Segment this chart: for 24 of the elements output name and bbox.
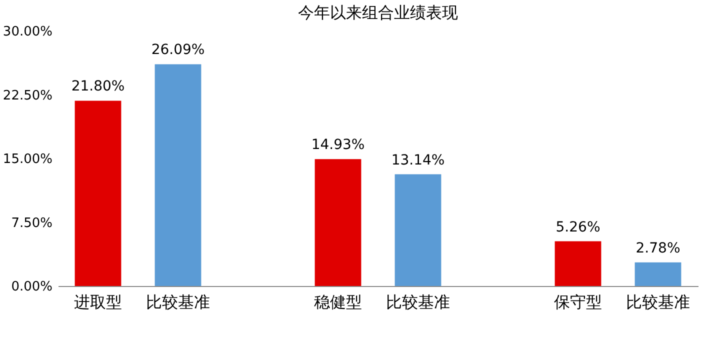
- y-tick-label: 0.00%: [11, 280, 52, 294]
- y-tick-label: 22.50%: [2, 88, 52, 104]
- data-label: 21.80%: [71, 78, 125, 95]
- bar: [554, 241, 602, 286]
- data-label: 26.09%: [151, 42, 205, 58]
- y-tick-label: 30.00%: [2, 24, 52, 40]
- bar: [314, 159, 362, 286]
- chart-title: 今年以来组合业绩表现: [298, 3, 458, 22]
- data-label: 5.26%: [556, 219, 600, 236]
- x-tick-label: 比较基准: [626, 292, 690, 312]
- x-tick-label: 进取型: [74, 292, 122, 312]
- bar: [154, 64, 202, 286]
- x-tick-label: 保守型: [554, 292, 602, 312]
- x-tick-label: 稳健型: [314, 292, 362, 312]
- bar: [634, 262, 682, 286]
- data-label: 13.14%: [391, 152, 445, 168]
- data-label: 2.78%: [636, 240, 680, 256]
- x-tick-label: 比较基准: [386, 292, 450, 312]
- bar: [394, 174, 442, 286]
- bar: [74, 100, 122, 286]
- data-label: 14.93%: [311, 137, 365, 154]
- y-tick-label: 7.50%: [11, 216, 52, 231]
- y-tick-label: 15.00%: [2, 152, 52, 167]
- x-tick-label: 比较基准: [146, 292, 210, 312]
